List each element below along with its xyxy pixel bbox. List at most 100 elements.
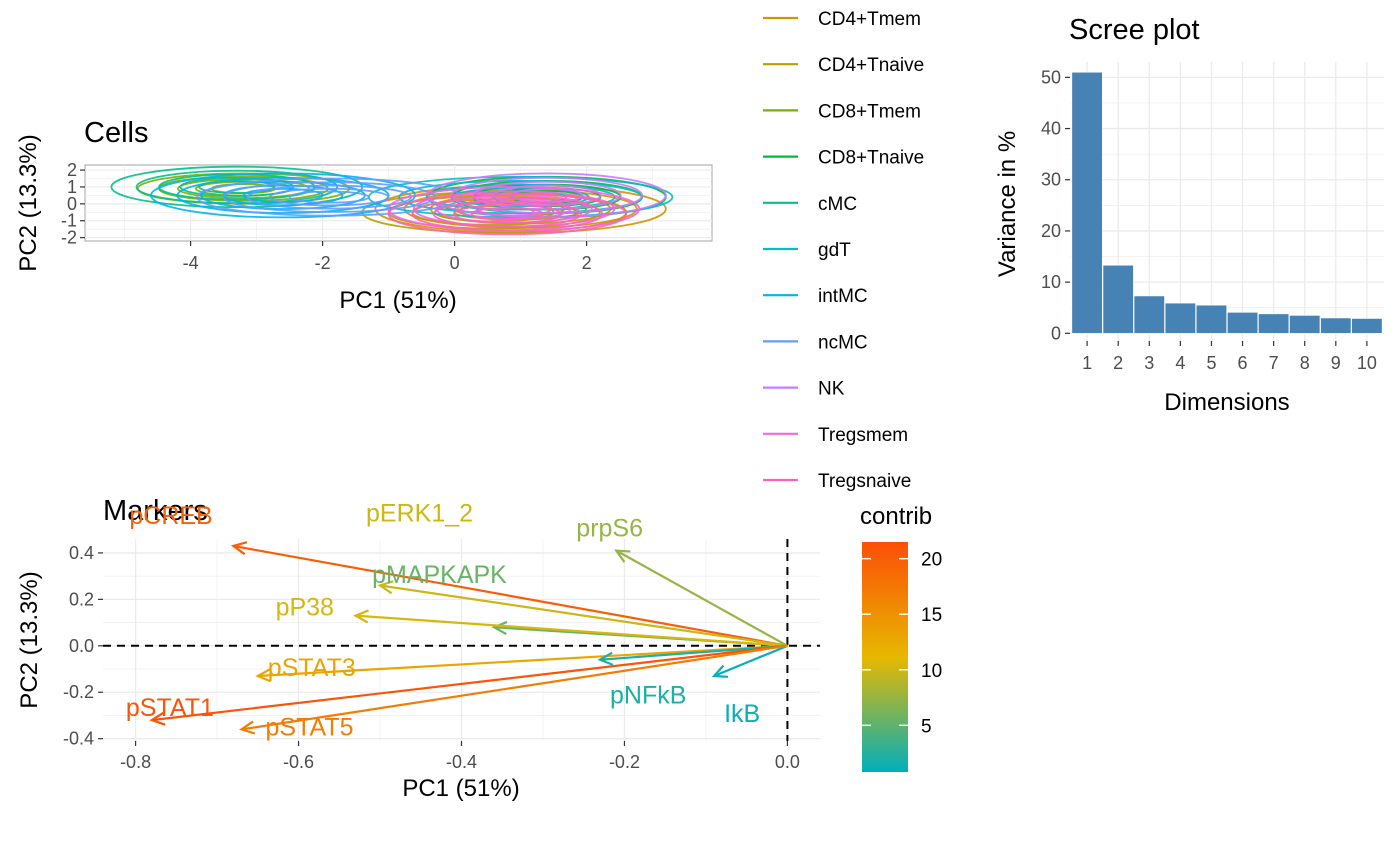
legend-label-6: gdT (818, 240, 851, 261)
cells-y-tick-label: 2 (67, 160, 77, 180)
scree-y-tick-label: 50 (1041, 67, 1061, 87)
legend-label-8: ncMC (818, 332, 868, 353)
markers-labels: pCREB pERK1_2 prpS6 pMAPKAPK pP38 pSTAT3 pNFkB… (126, 499, 760, 741)
cells-contour (288, 190, 370, 204)
scree-bar-4 (1164, 302, 1196, 334)
arrow-head-pSTAT3 (255, 668, 272, 683)
arrow-pSTAT5 (241, 644, 788, 731)
scree-x-tick-label: 5 (1206, 353, 1216, 373)
cells-contour (425, 183, 616, 211)
scree-x-tick-label: 2 (1113, 353, 1123, 373)
arrow-head-pNFkB (597, 651, 614, 666)
legend-label-3: CD8+Tmem (818, 101, 921, 122)
arrow-prpS6 (615, 549, 788, 647)
scree-y-tick-label: 0 (1051, 323, 1061, 343)
arrow-label-pSTAT3: pSTAT3 (268, 654, 356, 682)
markers-y-tick-label: 0.2 (69, 589, 94, 609)
markers-y-tick-label: -0.4 (63, 729, 94, 749)
markers-x-tick-label: -0.8 (120, 752, 151, 772)
legend-label-11: Tregsnaive (818, 471, 911, 492)
cells-contour (456, 198, 572, 220)
scree-x-ticks: 1 2 3 4 5 6 7 8 9 10 (1082, 341, 1377, 373)
scree-y-axis-title: Variance in % (994, 131, 1021, 277)
scree-y-tick-label: 10 (1041, 272, 1061, 292)
cells-contour (453, 203, 562, 224)
cells-y-tick-label: -2 (61, 228, 77, 248)
arrow-pCREB (233, 544, 788, 647)
scree-x-tick-label: 4 (1175, 353, 1185, 373)
legend-label-1: CD4+Tmem (818, 9, 921, 30)
markers-title: Markers (103, 495, 208, 527)
arrow-pP38 (355, 614, 788, 647)
scree-y-tick-label: 30 (1041, 170, 1061, 190)
scree-bar-10 (1351, 318, 1383, 334)
arrow-head-pP38 (353, 609, 369, 624)
cells-contour (196, 177, 463, 217)
arrow-label-pERK1_2: pERK1_2 (366, 499, 473, 527)
markers-x-tick-label: 0.0 (775, 752, 800, 772)
cells-legend: CD4+Tmem CD4+Tnaive CD8+Tmem CD8+Tnaive cMC g… (763, 9, 924, 492)
cells-x-ticks: -4 -2 0 2 (183, 241, 592, 273)
arrow-label-pSTAT1: pSTAT1 (126, 694, 214, 722)
scree-bar-1 (1071, 71, 1103, 334)
legend-label-4: CD8+Tnaive (818, 148, 924, 169)
scree-bars (1071, 71, 1383, 334)
contrib-legend: contrib 5 10 15 20 (860, 503, 942, 772)
cells-x-tick-label: 0 (450, 253, 460, 273)
cells-y-tick-label: -1 (61, 211, 77, 231)
scree-bar-2 (1102, 264, 1134, 334)
scree-y-ticks: 0 10 20 30 40 50 (1041, 67, 1070, 343)
arrow-label-pSTAT5: pSTAT5 (266, 713, 354, 741)
contrib-colorbar (862, 542, 908, 772)
cells-y-tick-label: 0 (67, 194, 77, 214)
contrib-tick-label: 5 (921, 716, 932, 737)
contrib-ticks: 5 10 15 20 (862, 550, 942, 737)
markers-arrows (149, 541, 788, 735)
cells-y-axis-title: PC2 (13.3%) (15, 134, 42, 271)
cells-contour (135, 169, 339, 205)
cells-contour (411, 196, 604, 232)
scree-x-tick-label: 10 (1357, 353, 1377, 373)
cells-x-tick-label: 2 (582, 253, 592, 273)
markers-panel: Markers pCREB pERK1_2 prpS6 pMAPKAPK pP38 pST… (16, 495, 820, 802)
cells-x-tick-label: -4 (183, 253, 199, 273)
scree-bar-8 (1289, 315, 1321, 334)
markers-x-tick-label: -0.4 (446, 752, 477, 772)
scree-x-tick-label: 3 (1144, 353, 1154, 373)
arrow-label-prpS6: prpS6 (576, 515, 643, 543)
scree-x-tick-label: 9 (1331, 353, 1341, 373)
cells-contour (268, 187, 390, 207)
markers-y-axis-title: PC2 (13.3%) (16, 571, 43, 708)
legend-label-7: intMC (818, 286, 868, 307)
cells-contour (470, 206, 544, 221)
arrow-head-prpS6 (614, 549, 631, 563)
arrow-pSTAT1 (151, 644, 788, 722)
scree-bar-3 (1133, 295, 1165, 334)
cells-y-tick-label: 1 (67, 177, 77, 197)
arrow-head-pCREB (230, 541, 248, 556)
arrow-label-pMAPKAPK: pMAPKAPK (372, 561, 507, 589)
legend-label-5: cMC (818, 194, 857, 215)
arrow-IkB (713, 644, 788, 678)
cells-contour (432, 200, 582, 228)
scree-x-tick-label: 1 (1082, 353, 1092, 373)
scree-bar-6 (1227, 312, 1259, 334)
markers-x-axis-title: PC1 (51%) (402, 775, 519, 802)
legend-label-10: Tregsmem (818, 425, 908, 446)
scree-bar-5 (1195, 304, 1227, 334)
scree-panel: Scree plot 1 2 3 4 5 6 7 8 9 10 0 10 20 30 40 50 Dimen… (994, 14, 1384, 416)
cells-contour (387, 192, 628, 236)
scree-title: Scree plot (1069, 14, 1200, 46)
arrow-head-pERK1_2 (377, 580, 394, 595)
arrow-head-pSTAT5 (239, 720, 256, 735)
markers-y-tick-label: 0.4 (69, 543, 94, 563)
legend-label-2: CD4+Tnaive (818, 55, 924, 76)
contrib-tick-label: 15 (921, 605, 942, 626)
arrow-pNFkB (599, 644, 788, 661)
markers-x-ticks: -0.8 -0.6 -0.4 -0.2 0.0 (120, 741, 800, 772)
contrib-legend-title: contrib (860, 503, 932, 530)
scree-y-tick-label: 40 (1041, 119, 1061, 139)
